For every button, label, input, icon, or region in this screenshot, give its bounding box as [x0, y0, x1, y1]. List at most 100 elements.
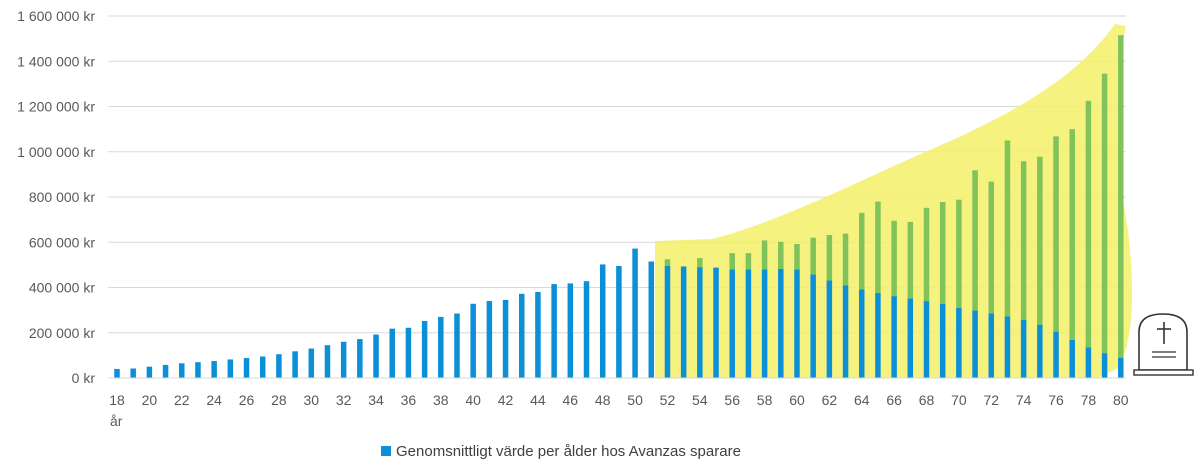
bar: [826, 280, 833, 378]
y-tick-label: 0 kr: [72, 370, 96, 386]
y-tick-label: 400 000 kr: [29, 280, 95, 296]
bar-overlay: [891, 220, 897, 297]
bar: [438, 316, 444, 378]
bar: [745, 269, 752, 378]
bar-overlay: [1004, 140, 1011, 317]
bar: [713, 267, 719, 378]
bar: [227, 359, 234, 378]
x-tick-label: 22: [174, 392, 190, 408]
bar: [1037, 324, 1043, 378]
x-tick-label: 34: [368, 392, 384, 408]
bar: [907, 298, 914, 378]
bar: [243, 358, 250, 378]
bar: [292, 351, 298, 378]
bar: [858, 289, 865, 378]
bar: [632, 248, 638, 378]
bar: [486, 301, 493, 378]
bar: [259, 356, 266, 378]
bars-series-1: [114, 248, 1124, 378]
bar: [340, 341, 347, 378]
bar-overlay: [1037, 156, 1043, 325]
bar: [276, 354, 282, 378]
bar: [599, 264, 606, 378]
x-tick-label: 76: [1048, 392, 1064, 408]
bar: [308, 348, 315, 378]
x-tick-label: 20: [142, 392, 158, 408]
bar-overlay: [956, 199, 962, 308]
bar-overlay: [1085, 100, 1092, 348]
bar-overlay: [794, 244, 800, 270]
y-tick-label: 1 200 000 kr: [17, 99, 95, 115]
bar: [162, 364, 169, 378]
x-axis: 18 20 22 24 26 28 30 32 34 36 38 40 42 44 46 48 50 52 54 56…: [109, 392, 1129, 408]
bar-overlay: [1053, 136, 1059, 332]
x-tick-label: 18: [109, 392, 125, 408]
bar-overlay: [745, 253, 752, 270]
bar: [502, 299, 509, 378]
bar: [1004, 316, 1011, 378]
bar: [1053, 331, 1059, 378]
x-tick-label: 74: [1016, 392, 1032, 408]
bar: [567, 283, 574, 378]
legend-label: Genomsnittligt värde per ålder hos Avanz…: [396, 442, 741, 460]
x-tick-label: 78: [1081, 392, 1097, 408]
bar-overlay: [761, 240, 768, 270]
bar: [1101, 353, 1108, 378]
bar: [179, 363, 185, 378]
bar: [648, 261, 655, 378]
bar-overlay: [778, 241, 784, 269]
bar-overlay: [810, 237, 816, 275]
bar: [616, 266, 622, 378]
bar: [988, 313, 995, 378]
grid-lines: [108, 15, 1126, 334]
x-tick-label: 52: [660, 392, 676, 408]
x-tick-label: 62: [822, 392, 838, 408]
x-tick-label: 56: [724, 392, 740, 408]
x-tick-label: 58: [757, 392, 773, 408]
bar: [923, 301, 930, 378]
bar: [470, 303, 476, 378]
x-tick-label: 70: [951, 392, 967, 408]
bar-overlay: [1118, 35, 1124, 358]
bar: [519, 293, 525, 378]
bar-overlay: [939, 201, 946, 304]
bar: [972, 310, 978, 378]
y-tick-label: 1 000 000 kr: [17, 144, 95, 160]
x-tick-label: 68: [919, 392, 935, 408]
bar: [211, 361, 217, 378]
bar-overlay: [1069, 129, 1075, 340]
bar-overlay: [988, 181, 995, 314]
bar: [389, 328, 395, 378]
x-tick-label: 66: [886, 392, 902, 408]
bar: [729, 269, 735, 378]
bar-overlay: [697, 258, 703, 268]
bar-overlay: [826, 235, 833, 281]
y-tick-label: 800 000 kr: [29, 189, 95, 205]
x-tick-label: 26: [239, 392, 255, 408]
bar: [680, 266, 687, 378]
bar-overlay: [923, 207, 930, 302]
bar: [1020, 319, 1027, 378]
x-tick-label: 64: [854, 392, 870, 408]
bars-series-2: [664, 35, 1124, 358]
bar: [583, 281, 590, 378]
bar: [810, 274, 816, 378]
bar-overlay: [842, 233, 849, 286]
bar: [1069, 339, 1075, 378]
x-tick-label: 48: [595, 392, 611, 408]
bar-overlay: [729, 253, 735, 270]
bar: [195, 362, 201, 378]
bar: [664, 266, 671, 378]
bar: [146, 366, 153, 378]
bar: [373, 334, 379, 378]
bar: [405, 327, 412, 378]
x-unit-label: år: [110, 413, 123, 429]
bar: [454, 313, 460, 378]
bar: [956, 307, 962, 378]
bar: [891, 296, 897, 378]
bar: [130, 368, 136, 378]
bar: [939, 303, 946, 378]
bar: [114, 368, 120, 378]
x-tick-label: 54: [692, 392, 708, 408]
